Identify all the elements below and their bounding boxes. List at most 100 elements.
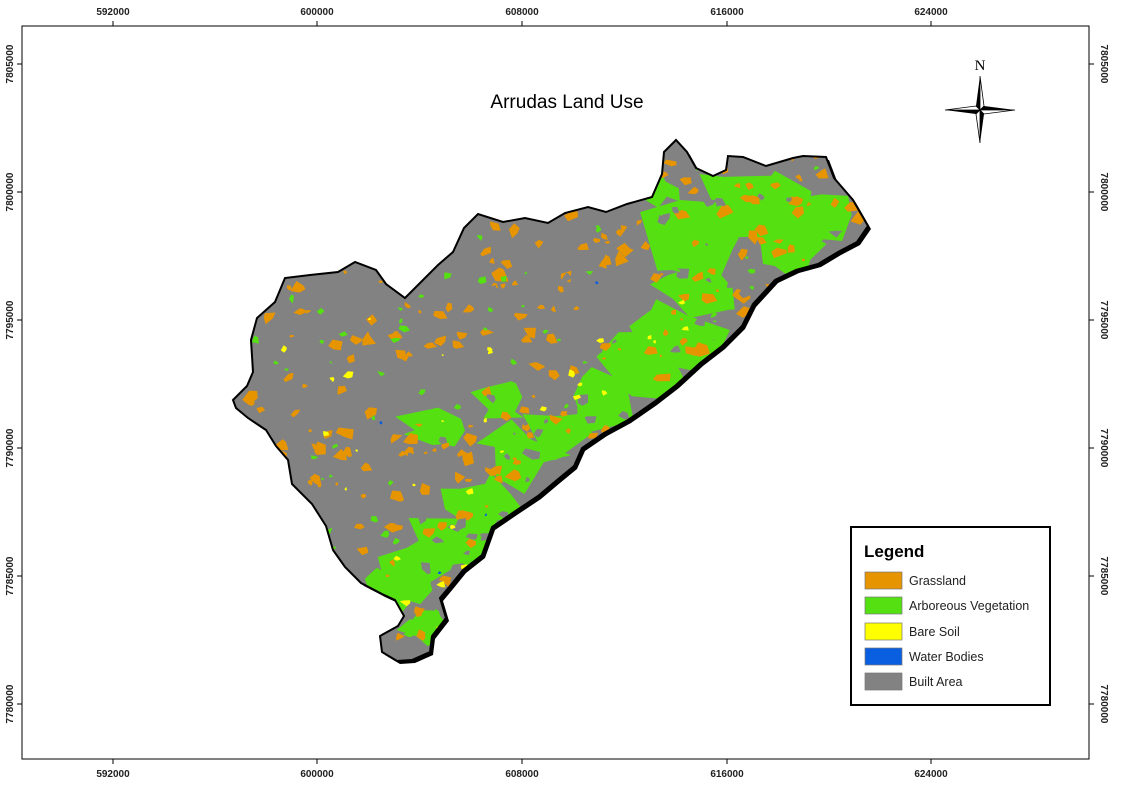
northing-label: 7780000	[1098, 685, 1109, 724]
vegetation-patch	[398, 307, 403, 311]
built-patch	[465, 533, 478, 540]
vegetation-patch	[487, 306, 494, 313]
built-patch	[620, 302, 635, 316]
vegetation-patch	[329, 361, 332, 364]
grassland-patch	[650, 273, 662, 283]
grassland-patch	[464, 478, 472, 482]
grassland-patch	[494, 475, 503, 483]
grassland-patch	[521, 336, 533, 343]
grassland-patch	[670, 309, 677, 315]
vegetation-patch	[461, 558, 471, 566]
grassland-patch	[602, 254, 612, 266]
grassland-patch	[263, 312, 276, 325]
vegetation-patch	[627, 332, 633, 337]
grassland-patch	[737, 248, 748, 261]
grassland-patch	[659, 272, 664, 276]
vegetation-patch	[444, 272, 452, 280]
grassland-patch	[366, 314, 378, 326]
vegetation-patch	[338, 331, 348, 337]
grassland-patch	[462, 451, 474, 467]
grassland-patch	[290, 281, 306, 293]
vegetation-patch	[747, 268, 756, 274]
vegetation-patch	[589, 393, 594, 397]
grassland-patch	[480, 246, 491, 257]
northing-labels-right: 7805000 7800000 7795000 7790000 7785000 …	[1098, 45, 1109, 724]
built-patch	[507, 280, 512, 286]
built-patch	[431, 470, 440, 477]
vegetation-patch	[476, 419, 571, 494]
northing-label: 7790000	[1098, 429, 1109, 468]
grassland-patch	[434, 335, 447, 347]
grassland-patch	[283, 372, 294, 382]
bare-soil-patch	[499, 450, 505, 453]
bare-soil-patch	[344, 487, 347, 491]
built-patch	[418, 512, 428, 525]
vegetation-patch	[522, 413, 593, 461]
grassland-patch	[508, 223, 520, 239]
vegetation-patch	[404, 561, 408, 564]
grassland-patch	[308, 429, 312, 433]
northing-label: 7800000	[1098, 173, 1109, 212]
grassland-patch	[770, 182, 781, 190]
grassland-patch	[390, 434, 403, 444]
built-patch	[692, 193, 704, 198]
grassland-patch	[354, 523, 365, 530]
vegetation-patch	[585, 271, 594, 275]
grassland-patch	[560, 411, 568, 416]
vegetation-patch	[521, 304, 525, 308]
northing-label: 7785000	[1098, 557, 1109, 596]
vegetation-patch	[387, 480, 394, 486]
grassland-patch	[523, 327, 536, 339]
vegetation-patch	[390, 337, 401, 343]
water-patch	[379, 421, 383, 425]
grassland-patch	[431, 448, 437, 452]
northing-label: 7805000	[5, 44, 16, 83]
vegetation-patch	[311, 455, 318, 460]
bare-soil-patch	[681, 326, 689, 331]
vegetation-patch	[454, 403, 461, 410]
grassland-patch	[500, 411, 512, 422]
grassland-patch	[489, 258, 495, 264]
built-patch	[450, 564, 457, 573]
grassland-patch	[525, 334, 529, 339]
grassland-patch	[395, 349, 407, 360]
map-title: Arrudas Land Use	[490, 92, 643, 113]
grassland-patch	[601, 357, 606, 360]
built-patch	[417, 358, 430, 367]
northing-ticks-left	[17, 63, 22, 705]
water-patch	[437, 571, 442, 575]
grassland-patch	[701, 293, 718, 304]
water-patch	[484, 513, 487, 517]
vegetation-patch	[252, 338, 259, 344]
vegetation-patch	[416, 566, 422, 571]
built-patch	[463, 550, 470, 556]
grassland-patch	[663, 159, 677, 167]
built-patch	[559, 456, 568, 460]
grassland-patch	[468, 424, 474, 428]
legend-label-water-bodies: Water Bodies	[909, 650, 984, 664]
vegetation-patch	[398, 318, 403, 324]
bare-soil-patch	[449, 524, 456, 530]
bare-soil-patch	[441, 354, 444, 356]
legend: Legend Grassland Arboreous Vegetation Ba…	[850, 526, 1051, 706]
grassland-patch	[652, 373, 671, 382]
easting-labels-bottom: 592000 600000 608000 616000 624000	[96, 769, 948, 780]
built-patch	[427, 353, 432, 358]
grassland-patch	[615, 250, 629, 267]
vegetation-patch	[476, 235, 483, 241]
northing-label: 7790000	[5, 428, 16, 467]
built-patch	[486, 394, 496, 404]
easting-label: 624000	[914, 769, 948, 780]
grassland-patch	[512, 459, 521, 465]
vegetation-patch	[734, 208, 741, 216]
built-patch	[757, 193, 765, 201]
easting-labels-top: 592000 600000 608000 616000 624000	[96, 7, 948, 18]
bare-soil-patch	[441, 420, 445, 423]
grassland-patch	[346, 354, 355, 364]
grassland-patch	[419, 483, 431, 495]
easting-label: 616000	[710, 769, 744, 780]
vegetation-patch	[370, 516, 379, 523]
north-label: N	[975, 58, 986, 74]
bare-soil-patch	[577, 382, 583, 387]
grassland-patch	[452, 340, 465, 349]
